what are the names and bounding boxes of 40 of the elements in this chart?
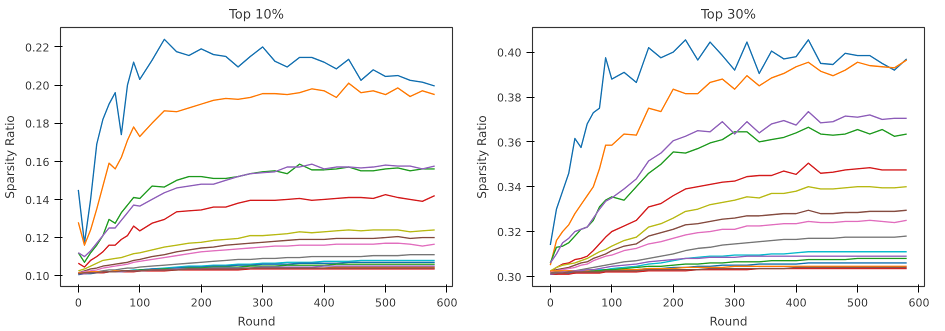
x-tick-label: 300 [252, 296, 274, 310]
chart-title: Top 10% [228, 8, 284, 22]
y-tick-label: 0.22 [25, 41, 50, 54]
y-tick-label: 0.40 [497, 46, 522, 60]
y-tick-label: 0.34 [497, 181, 522, 194]
x-tick-label: 100 [129, 296, 150, 310]
line-series [550, 186, 908, 272]
y-tick-label: 0.38 [497, 92, 522, 105]
y-axis-title: Sparsity Ratio [3, 115, 18, 199]
x-tick-label: 0 [546, 296, 554, 310]
x-tick-label: 600 [908, 296, 930, 310]
line-series [550, 39, 908, 246]
x-tick-label: 500 [375, 296, 396, 310]
x-tick-label: 400 [786, 296, 807, 310]
x-tick-label: 500 [847, 296, 868, 310]
x-tick-label: 400 [314, 296, 335, 310]
line-series [550, 59, 908, 266]
x-axis-title: Round [238, 314, 276, 328]
line-series [78, 82, 436, 246]
y-tick-label: 0.10 [25, 270, 50, 284]
y-tick-label: 0.16 [25, 156, 50, 169]
y-tick-label: 0.12 [25, 232, 50, 246]
x-tick-label: 100 [601, 296, 622, 310]
x-tick-label: 200 [662, 296, 684, 310]
x-tick-label: 600 [436, 296, 458, 310]
chart-title: Top 30% [700, 8, 756, 22]
x-axis-title: Round [710, 314, 748, 328]
y-axis-title: Sparsity Ratio [475, 115, 490, 199]
x-tick-label: 0 [74, 296, 82, 310]
line-series [78, 194, 436, 268]
x-tick-label: 200 [190, 296, 212, 310]
y-tick-label: 0.18 [25, 118, 50, 131]
line-series [78, 229, 436, 272]
y-tick-label: 0.20 [25, 80, 50, 93]
y-tick-label: 0.32 [497, 226, 522, 240]
y-tick-label: 0.30 [497, 270, 522, 284]
y-tick-label: 0.14 [25, 194, 50, 207]
x-tick-label: 300 [724, 296, 746, 310]
line-series [78, 38, 436, 244]
y-tick-label: 0.36 [497, 136, 522, 150]
